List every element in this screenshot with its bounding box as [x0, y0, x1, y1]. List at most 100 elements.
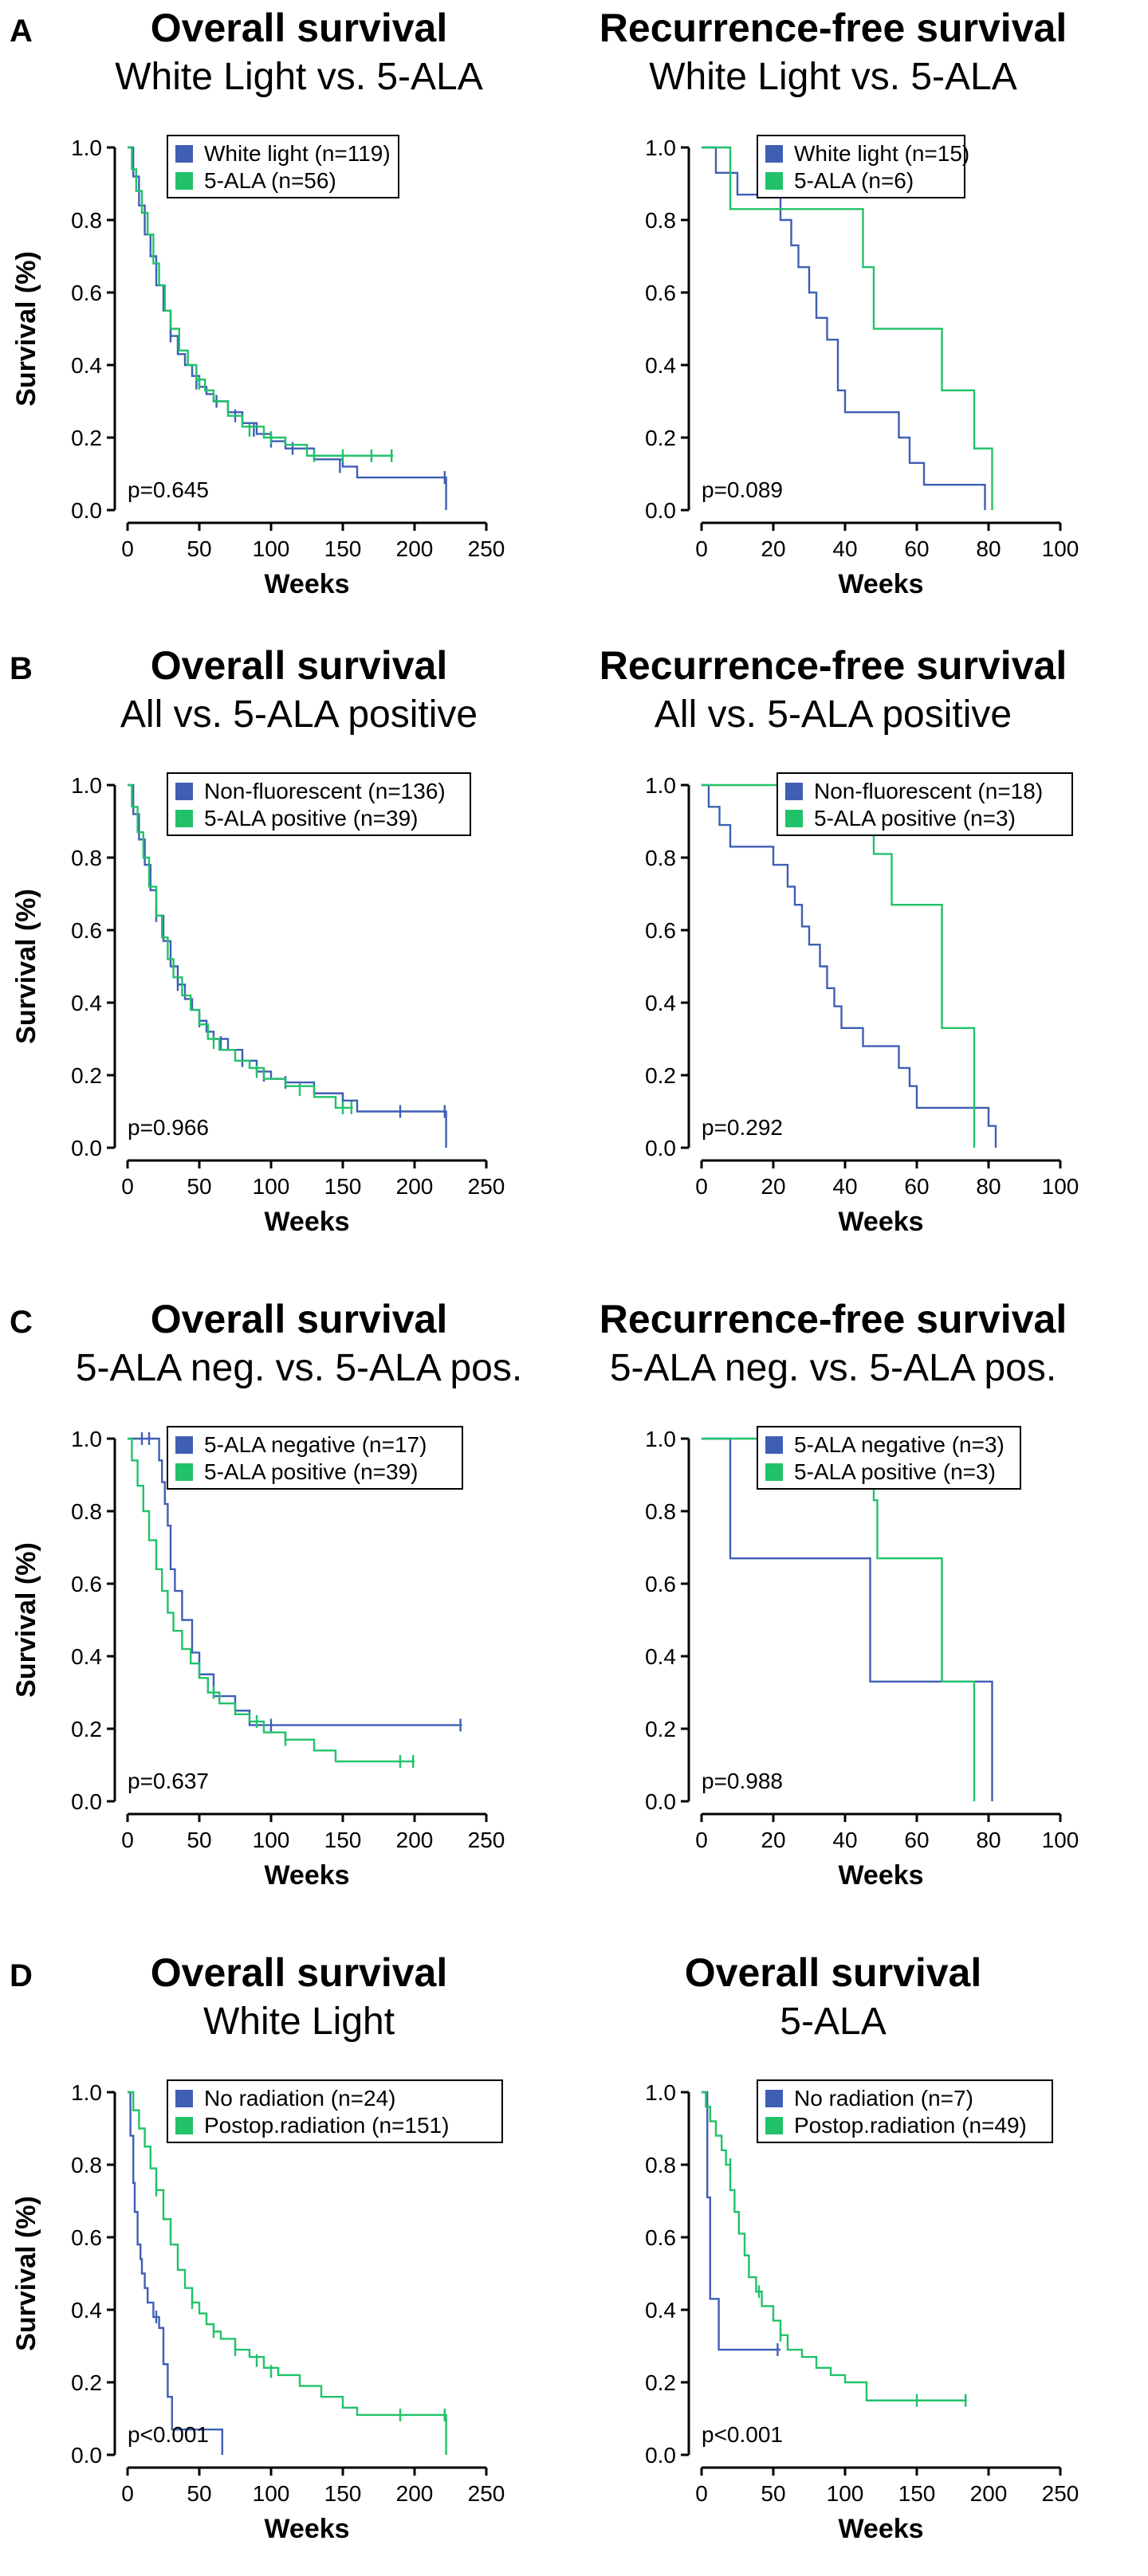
axes: 0.0 0.2 0.4 0.6 0.8 1.0 0 50 100 150 200 250 [645, 2080, 1079, 2506]
x-tick-label: 80 [976, 1174, 1001, 1199]
y-tick-label: 0.2 [645, 1063, 676, 1088]
chart-title: Recurrence-free survival [600, 1297, 1067, 1341]
p-value: p=0.988 [702, 1769, 783, 1793]
survival-curve-series-2 [128, 783, 353, 1109]
chart-title: Recurrence-free survival [600, 643, 1067, 688]
legend: Non-fluorescent (n=136) 5-ALA positive (n… [167, 772, 471, 836]
y-tick-label: 0.0 [645, 1136, 676, 1160]
x-tick-label: 100 [253, 1174, 290, 1199]
chart-subtitle: White Light [203, 2001, 395, 2043]
p-value: p=0.966 [128, 1115, 209, 1140]
survival-curve-series-2 [702, 2091, 967, 2401]
y-tick-label: 0.4 [71, 2298, 102, 2323]
x-tick-label: 0 [121, 2481, 134, 2506]
legend-swatch-series-1 [175, 145, 193, 163]
x-tick-label: 150 [324, 536, 362, 561]
p-value: p<0.001 [702, 2422, 783, 2447]
chart-title: Overall survival [685, 1950, 981, 1995]
x-tick-label: 100 [253, 2481, 290, 2506]
y-axis-label: Survival (%) [11, 251, 41, 406]
legend: No radiation (n=7)Postop.radiation (n=49… [757, 2079, 1053, 2143]
legend-swatch-series-1 [765, 2090, 783, 2107]
y-tick-label: 0.4 [645, 2298, 676, 2323]
x-tick-label: 80 [976, 1828, 1001, 1852]
x-tick-label: 250 [1042, 2481, 1079, 2506]
chart-subtitle: 5-ALA [780, 2001, 886, 2043]
survival-curve-series-2 [128, 146, 393, 457]
legend-entry-series-1: 5-ALA negative (n=17) [204, 1432, 427, 1457]
x-tick-label: 250 [468, 536, 505, 561]
x-axis-label: Weeks [264, 569, 349, 599]
legend-entry-series-2: Postop.radiation (n=151) [204, 2113, 449, 2138]
y-tick-label: 0.0 [71, 2443, 102, 2468]
y-tick-label: 0.8 [645, 2153, 676, 2177]
y-tick-label: 0.0 [71, 1789, 102, 1814]
y-tick-label: 0.8 [645, 208, 676, 233]
x-axis-label: Weeks [264, 2514, 349, 2544]
legend-swatch-series-2 [785, 810, 803, 827]
axes: 0.0 0.2 0.4 0.6 0.8 1.0 0 50 100 150 200 250 [71, 2080, 505, 2506]
legend-swatch-series-2 [175, 1463, 193, 1481]
y-axis-label: Survival (%) [11, 889, 41, 1044]
y-tick-label: 1.0 [645, 2080, 676, 2105]
legend: White light (n=119)5-ALA (n=56) [167, 135, 399, 198]
x-tick-label: 200 [970, 2481, 1008, 2506]
chart-panel-3: B Overall survival All vs. 5-ALA positive 0… [10, 643, 505, 1237]
legend-entry-series-1: No radiation (n=7) [794, 2086, 973, 2111]
legend-swatch-series-2 [175, 172, 193, 190]
chart-title: Overall survival [151, 6, 447, 50]
y-tick-label: 0.8 [645, 1499, 676, 1524]
y-tick-label: 0.6 [645, 918, 676, 943]
y-tick-label: 1.0 [645, 773, 676, 798]
axes: 0.0 0.2 0.4 0.6 0.8 1.0 0 20 40 60 80 100 [645, 1427, 1079, 1852]
legend-entry-series-1: White light (n=119) [204, 141, 391, 166]
chart-title: Overall survival [151, 643, 447, 688]
legend-swatch-series-1 [175, 2090, 193, 2107]
legend-box [167, 1426, 463, 1490]
y-tick-label: 1.0 [645, 135, 676, 160]
y-tick-label: 0.4 [645, 353, 676, 378]
chart-panel-2: Recurrence-free survival White Light vs. … [600, 6, 1079, 599]
y-tick-label: 0.6 [645, 2225, 676, 2250]
chart-panel-6: Recurrence-free survival 5-ALA neg. vs. 5… [600, 1297, 1079, 1891]
chart-panel-7: D Overall survival White Light 0.0 0.2 0.4 0.6… [10, 1950, 505, 2544]
y-tick-label: 0.2 [71, 1717, 102, 1742]
x-tick-label: 40 [832, 536, 857, 561]
x-tick-label: 0 [121, 536, 134, 561]
x-tick-label: 250 [468, 2481, 505, 2506]
survival-curve-series-1 [702, 783, 997, 1148]
y-tick-label: 0.2 [645, 426, 676, 450]
y-tick-label: 0.0 [645, 2443, 676, 2468]
y-tick-label: 0.6 [645, 1572, 676, 1596]
y-tick-label: 0.6 [71, 918, 102, 943]
y-tick-label: 0.6 [71, 281, 102, 305]
x-tick-label: 100 [1042, 536, 1079, 561]
legend-entry-series-2: 5-ALA (n=6) [794, 168, 914, 193]
chart-subtitle: White Light vs. 5-ALA [649, 56, 1017, 98]
x-tick-label: 60 [904, 536, 929, 561]
survival-curve-series-1 [128, 783, 447, 1148]
legend-swatch-series-2 [765, 2117, 783, 2134]
p-value: p=0.292 [702, 1115, 783, 1140]
x-axis-label: Weeks [838, 569, 923, 599]
x-tick-label: 80 [976, 536, 1001, 561]
y-tick-label: 0.4 [645, 1644, 676, 1669]
legend: 5-ALA negative (n=17)5-ALA positive (n=3… [167, 1426, 463, 1490]
legend-swatch-series-2 [765, 1463, 783, 1481]
legend-box [167, 135, 399, 198]
y-tick-label: 0.8 [71, 1499, 102, 1524]
x-tick-label: 0 [695, 1828, 708, 1852]
y-axis-label: Survival (%) [11, 2196, 41, 2351]
legend: White light (n=15)5-ALA (n=6) [757, 135, 969, 198]
y-tick-label: 0.4 [645, 991, 676, 1015]
y-tick-label: 0.0 [71, 498, 102, 523]
axes: 0.0 0.2 0.4 0.6 0.8 1.0 0 20 40 60 80 100 [645, 773, 1079, 1199]
chart-subtitle: All vs. 5-ALA positive [120, 693, 478, 736]
legend: No radiation (n=24)Postop.radiation (n=1… [167, 2079, 503, 2143]
chart-subtitle: White Light vs. 5-ALA [115, 56, 483, 98]
x-tick-label: 100 [253, 1828, 290, 1852]
y-tick-label: 1.0 [71, 2080, 102, 2105]
axes: 0.0 0.2 0.4 0.6 0.8 1.0 0 50 100 150 200 250 [71, 135, 505, 561]
y-tick-label: 0.0 [71, 1136, 102, 1160]
